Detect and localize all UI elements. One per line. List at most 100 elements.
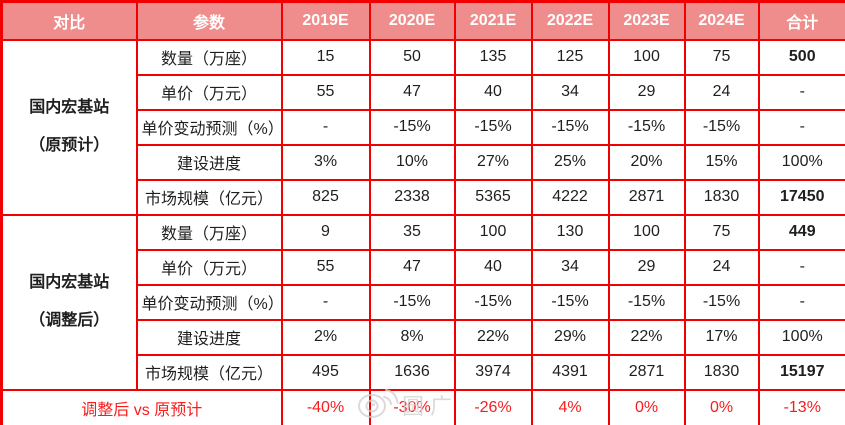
value-cell: 3% (280, 143, 371, 181)
value-cell: 34 (530, 248, 610, 286)
value-cell: 1830 (683, 178, 760, 216)
value-cell: 75 (683, 38, 760, 76)
total-cell: 15197 (757, 353, 845, 391)
value-cell: 22% (607, 318, 686, 356)
value-cell: 40 (453, 248, 533, 286)
value-cell: 2% (280, 318, 371, 356)
value-cell: 100 (607, 213, 686, 251)
group-label-line1: 国内宏基站 (29, 98, 110, 116)
header-2021e: 2021E (453, 0, 533, 41)
total-cell: 100% (757, 318, 845, 356)
value-cell: -15% (607, 108, 686, 146)
value-cell: -15% (368, 108, 456, 146)
total-cell: 449 (757, 213, 845, 251)
value-cell: 4222 (530, 178, 610, 216)
table-row: 建设进度 3% 10% 27% 25% 20% 15% 100% (2, 143, 845, 181)
value-cell: 17% (683, 318, 760, 356)
value-cell: 35 (368, 213, 456, 251)
value-cell: 29% (530, 318, 610, 356)
value-cell: 2338 (368, 178, 456, 216)
value-cell: 20% (607, 143, 686, 181)
value-cell: 135 (453, 38, 533, 76)
param-label: 建设进度 (135, 143, 283, 181)
value-cell: - (280, 108, 371, 146)
param-label: 数量（万座） (135, 213, 283, 251)
param-label: 单价（万元） (135, 248, 283, 286)
value-cell: 10% (368, 143, 456, 181)
value-cell: 25% (530, 143, 610, 181)
value-cell: 29 (607, 248, 686, 286)
value-cell: 2871 (607, 178, 686, 216)
param-label: 市场规模（亿元） (135, 178, 283, 216)
param-label: 建设进度 (135, 318, 283, 356)
table-row: 单价（万元） 55 47 40 34 29 24 - (2, 73, 845, 111)
value-cell: 34 (530, 73, 610, 111)
table-row: 单价变动预测（%） - -15% -15% -15% -15% -15% - (2, 283, 845, 321)
header-compare: 对比 (0, 0, 138, 41)
header-total: 合计 (757, 0, 845, 41)
footer-value-cell: -26% (453, 388, 533, 425)
table-row: 建设进度 2% 8% 22% 29% 22% 17% 100% (2, 318, 845, 356)
header-2022e: 2022E (530, 0, 610, 41)
footer-label: 调整后 vs 原预计 (0, 388, 283, 425)
value-cell: 55 (280, 73, 371, 111)
header-row: 对比 参数 2019E 2020E 2021E 2022E 2023E 2024… (0, 0, 845, 41)
header-2024e: 2024E (683, 0, 760, 41)
value-cell: 130 (530, 213, 610, 251)
group-label-line1: 国内宏基站 (29, 273, 110, 291)
value-cell: 9 (280, 213, 371, 251)
header-parameter: 参数 (135, 0, 283, 41)
footer-value-cell: -40% (280, 388, 371, 425)
value-cell: 1636 (368, 353, 456, 391)
footer-total-cell: -13% (757, 388, 845, 425)
table-row: 市场规模（亿元） 825 2338 5365 4222 2871 1830 17… (2, 178, 845, 216)
value-cell: 24 (683, 73, 760, 111)
value-cell: -15% (683, 108, 760, 146)
total-cell: - (757, 283, 845, 321)
total-cell: - (757, 248, 845, 286)
table-row: 国内宏基站 （调整后） 数量（万座） 9 35 100 130 100 75 4… (0, 213, 845, 391)
value-cell: 825 (280, 178, 371, 216)
group-label-line2: （原预计） (29, 137, 110, 154)
total-cell: 500 (757, 38, 845, 76)
table-row: 市场规模（亿元） 495 1636 3974 4391 2871 1830 15… (2, 353, 845, 391)
total-cell: - (757, 108, 845, 146)
value-cell: 100 (607, 38, 686, 76)
total-cell: 100% (757, 143, 845, 181)
comparison-footer-row: 调整后 vs 原预计 -40% -30% -26% 4% 0% 0% -13% (0, 388, 845, 425)
value-cell: 50 (368, 38, 456, 76)
value-cell: 495 (280, 353, 371, 391)
value-cell: -15% (683, 283, 760, 321)
value-cell: 47 (368, 248, 456, 286)
group-cell-adjusted: 国内宏基站 （调整后） (0, 213, 138, 391)
table-row: 国内宏基站 （原预计） 数量（万座） 15 50 135 125 100 75 … (0, 38, 845, 216)
param-label: 单价变动预测（%） (135, 108, 283, 146)
value-cell: 40 (453, 73, 533, 111)
total-cell: 17450 (757, 178, 845, 216)
param-label: 数量（万座） (135, 38, 283, 76)
value-cell: 27% (453, 143, 533, 181)
value-cell: -15% (530, 108, 610, 146)
value-cell: -15% (453, 108, 533, 146)
value-cell: 2871 (607, 353, 686, 391)
value-cell: 29 (607, 73, 686, 111)
value-cell: 55 (280, 248, 371, 286)
table-row: 单价变动预测（%） - -15% -15% -15% -15% -15% - (2, 108, 845, 146)
value-cell: 3974 (453, 353, 533, 391)
table-row: 单价（万元） 55 47 40 34 29 24 - (2, 248, 845, 286)
value-cell: 24 (683, 248, 760, 286)
header-2020e: 2020E (368, 0, 456, 41)
value-cell: -15% (453, 283, 533, 321)
value-cell: 47 (368, 73, 456, 111)
param-label: 市场规模（亿元） (135, 353, 283, 391)
value-cell: - (280, 283, 371, 321)
value-cell: 4391 (530, 353, 610, 391)
group-cell-original: 国内宏基站 （原预计） (0, 38, 138, 216)
value-cell: 15 (280, 38, 371, 76)
total-cell: - (757, 73, 845, 111)
value-cell: 125 (530, 38, 610, 76)
footer-value-cell: 0% (683, 388, 760, 425)
value-cell: 75 (683, 213, 760, 251)
